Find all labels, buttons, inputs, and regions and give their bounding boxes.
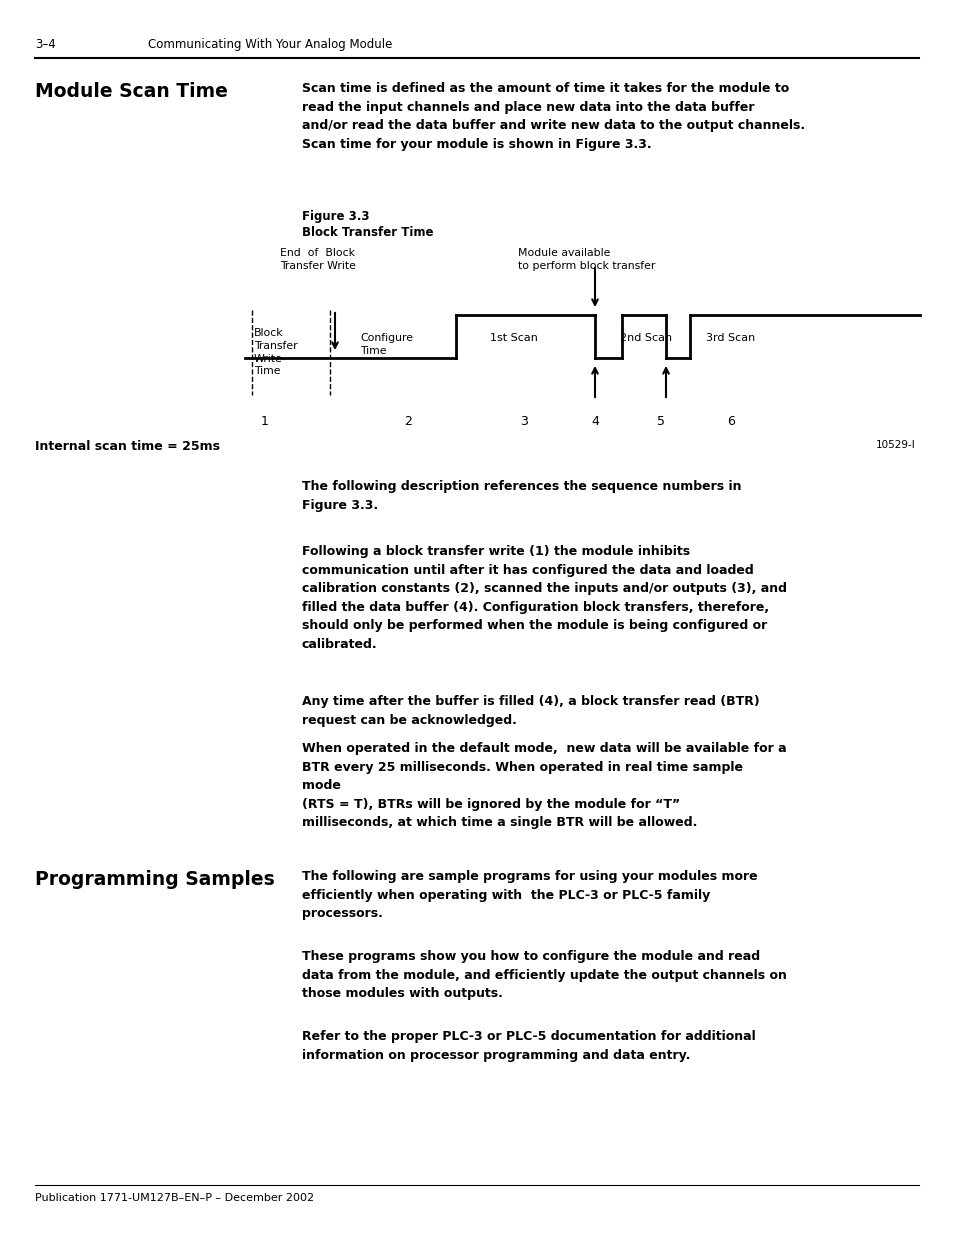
Text: The following are sample programs for using your modules more
efficiently when o: The following are sample programs for us… [302, 869, 757, 920]
Text: 4: 4 [591, 415, 598, 429]
Text: 2nd Scan: 2nd Scan [619, 333, 672, 343]
Text: Block
Transfer
Write
Time: Block Transfer Write Time [253, 329, 297, 377]
Text: Communicating With Your Analog Module: Communicating With Your Analog Module [148, 38, 392, 51]
Text: 6: 6 [726, 415, 734, 429]
Text: 5: 5 [657, 415, 664, 429]
Text: 3rd Scan: 3rd Scan [705, 333, 755, 343]
Text: The following description references the sequence numbers in
Figure 3.3.: The following description references the… [302, 480, 740, 511]
Text: 3: 3 [519, 415, 527, 429]
Text: 3–4: 3–4 [35, 38, 55, 51]
Text: Module available
to perform block transfer: Module available to perform block transf… [517, 248, 655, 272]
Text: 1st Scan: 1st Scan [490, 333, 537, 343]
Text: End  of  Block
Transfer Write: End of Block Transfer Write [280, 248, 355, 272]
Text: These programs show you how to configure the module and read
data from the modul: These programs show you how to configure… [302, 950, 786, 1000]
Text: Figure 3.3: Figure 3.3 [302, 210, 369, 224]
Text: Following a block transfer write (1) the module inhibits
communication until aft: Following a block transfer write (1) the… [302, 545, 786, 651]
Text: Scan time is defined as the amount of time it takes for the module to
read the i: Scan time is defined as the amount of ti… [302, 82, 804, 151]
Text: Module Scan Time: Module Scan Time [35, 82, 228, 101]
Text: Any time after the buffer is filled (4), a block transfer read (BTR)
request can: Any time after the buffer is filled (4),… [302, 695, 759, 726]
Text: Block Transfer Time: Block Transfer Time [302, 226, 433, 240]
Text: Programming Samples: Programming Samples [35, 869, 274, 889]
Text: Refer to the proper PLC-3 or PLC-5 documentation for additional
information on p: Refer to the proper PLC-3 or PLC-5 docum… [302, 1030, 755, 1062]
Text: 1: 1 [261, 415, 269, 429]
Text: Internal scan time = 25ms: Internal scan time = 25ms [35, 440, 220, 453]
Text: Publication 1771-UM127B–EN–P – December 2002: Publication 1771-UM127B–EN–P – December … [35, 1193, 314, 1203]
Text: 2: 2 [404, 415, 412, 429]
Text: 10529-I: 10529-I [875, 440, 915, 450]
Text: When operated in the default mode,  new data will be available for a
BTR every 2: When operated in the default mode, new d… [302, 742, 786, 829]
Text: Configure
Time: Configure Time [359, 333, 413, 356]
